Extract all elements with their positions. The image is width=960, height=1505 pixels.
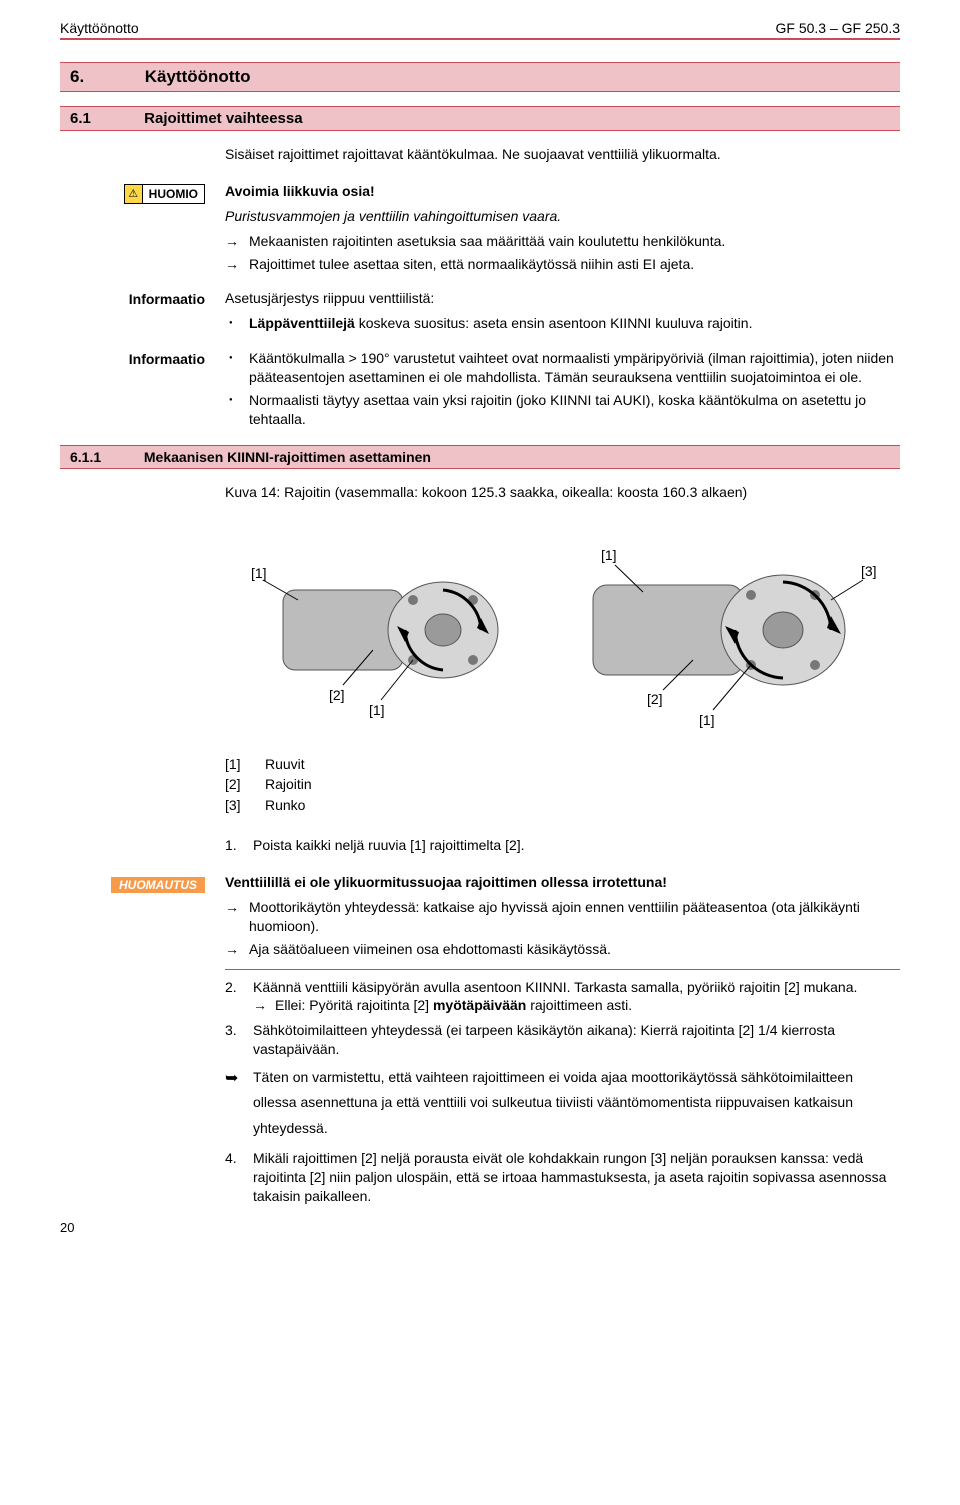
figure-label-2: [2] [329, 687, 345, 703]
caution-item: Mekaanisten rajoitinten asetuksia saa mä… [225, 232, 900, 251]
step-number: 1. [225, 836, 237, 855]
figure: [1] [1] [2] [225, 510, 900, 745]
warning-icon: ⚠ [125, 185, 143, 203]
notice-item: Aja säätöalueen viimeinen osa ehdottomas… [225, 940, 900, 959]
page-header-right: GF 50.3 – GF 250.3 [775, 20, 900, 36]
legend-value: Runko [265, 796, 305, 815]
info-label: Informaatio [129, 351, 205, 367]
limiter-diagram: [1] [1] [2] [243, 510, 883, 740]
section-number: 6. [70, 67, 140, 87]
legend-key: [1] [225, 755, 265, 774]
figure-label-1: [1] [251, 565, 267, 581]
step-text: Sähkötoimilaitteen yhteydessä (ei tarpee… [253, 1022, 835, 1057]
page-header-left: Käyttöönotto [60, 20, 139, 36]
section-heading-3: 6.1.1 Mekaanisen KIINNI-rajoittimen aset… [60, 445, 900, 469]
figure-label-1b: [1] [369, 702, 385, 718]
caution-subline: Puristusvammojen ja venttiilin vahingoit… [225, 207, 900, 226]
info-item: Normaalisti täytyy asettaa vain yksi raj… [225, 391, 900, 429]
figure-label-1d: [1] [699, 712, 715, 728]
caution-label: HUOMIO [143, 187, 204, 201]
info-label: Informaatio [129, 291, 205, 307]
section-heading-2: 6.1 Rajoittimet vaihteessa [60, 106, 900, 131]
step-text: Poista kaikki neljä ruuvia [1] rajoittim… [253, 837, 525, 853]
section-title: Mekaanisen KIINNI-rajoittimen asettamine… [144, 449, 431, 465]
divider [225, 969, 900, 970]
step-sub-suffix: rajoittimeen asti. [526, 997, 632, 1013]
section-number: 6.1.1 [70, 449, 140, 465]
step-4: 4. Mikäli rajoittimen [2] neljä porausta… [225, 1149, 900, 1206]
figure-caption: Kuva 14: Rajoitin (vasemmalla: kokoon 12… [225, 483, 900, 502]
section-number: 6.1 [70, 110, 140, 127]
info-item: Kääntökulmalla > 190° varustetut vaihtee… [225, 349, 900, 387]
section-title: Käyttöönotto [145, 67, 251, 86]
step-1: 1. Poista kaikki neljä ruuvia [1] rajoit… [225, 836, 900, 855]
legend-value: Ruuvit [265, 755, 305, 774]
page-number: 20 [60, 1220, 74, 1235]
step-number: 2. [225, 978, 237, 997]
step-sub: Ellei: Pyöritä rajoitinta [2] myötäpäivä… [253, 996, 900, 1015]
notice-item: Moottorikäytön yhteydessä: katkaise ajo … [225, 898, 900, 936]
info-item-rest: koskeva suositus: aseta ensin asentoon K… [355, 315, 753, 331]
legend-key: [3] [225, 796, 265, 815]
section-heading-1: 6. Käyttöönotto [60, 62, 900, 92]
caution-callout: ⚠ HUOMIO [124, 184, 205, 204]
caution-item: Rajoittimet tulee asettaa siten, että no… [225, 255, 900, 274]
figure-label-3: [3] [861, 563, 877, 579]
step-text: Käännä venttiili käsipyörän avulla asent… [253, 979, 857, 995]
step-2: 2. Käännä venttiili käsipyörän avulla as… [225, 978, 900, 1016]
step-number: 3. [225, 1021, 237, 1040]
legend-key: [2] [225, 775, 265, 794]
step-sub-prefix: Ellei: Pyöritä rajoitinta [2] [275, 997, 433, 1013]
info-item: Läppäventtiilejä koskeva suositus: aseta… [225, 314, 900, 333]
figure-legend: [1]Ruuvit [2]Rajoitin [3]Runko [225, 755, 900, 816]
caution-headline: Avoimia liikkuvia osia! [225, 182, 900, 201]
legend-value: Rajoitin [265, 775, 312, 794]
section-title: Rajoittimet vaihteessa [144, 110, 302, 127]
info-item-bold: Läppäventtiilejä [249, 315, 355, 331]
notice-callout: HUOMAUTUS [111, 875, 205, 895]
notice-headline: Venttiilillä ei ole ylikuormitussuojaa r… [225, 873, 900, 892]
step-sub-bold: myötäpäivään [433, 997, 526, 1013]
info-lead: Asetusjärjestys riippuu venttiilistä: [225, 289, 900, 308]
step-number: 4. [225, 1149, 237, 1168]
step-3: 3. Sähkötoimilaitteen yhteydessä (ei tar… [225, 1021, 900, 1059]
divider [60, 39, 900, 40]
result-note: Täten on varmistettu, että vaihteen rajo… [225, 1065, 900, 1141]
figure-label-1c: [1] [601, 547, 617, 563]
notice-label: HUOMAUTUS [111, 877, 205, 893]
step-text: Mikäli rajoittimen [2] neljä porausta ei… [253, 1150, 886, 1204]
figure-label-2b: [2] [647, 691, 663, 707]
intro-paragraph: Sisäiset rajoittimet rajoittavat kääntök… [225, 145, 900, 164]
